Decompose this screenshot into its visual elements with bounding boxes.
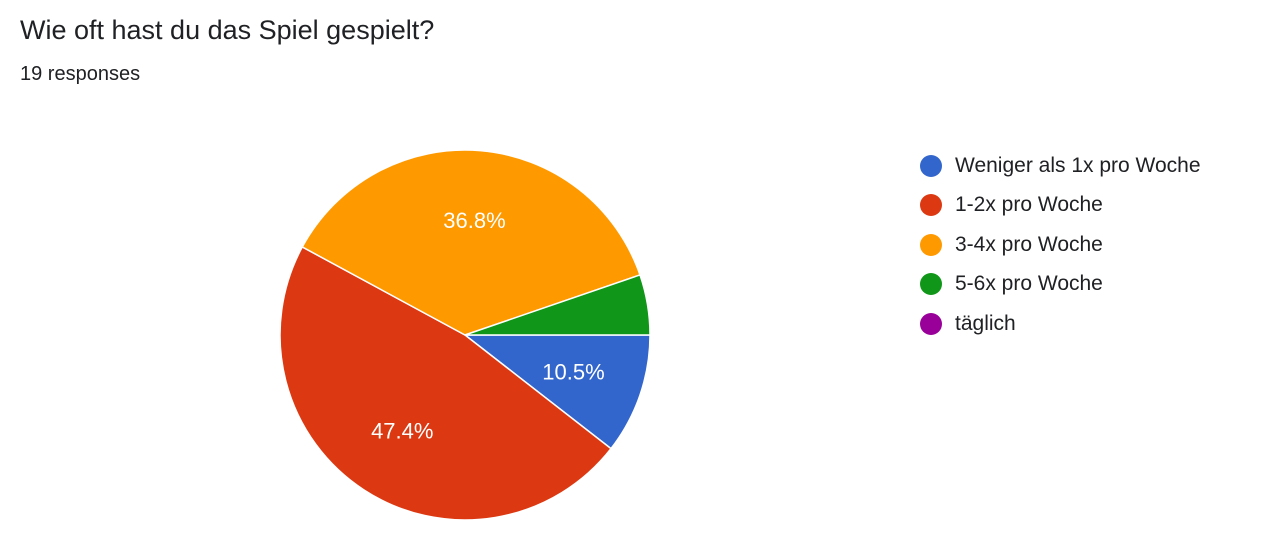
legend-label: täglich	[955, 311, 1016, 335]
legend-swatch-icon	[920, 233, 942, 256]
legend-item-3-4x-pro-woche[interactable]: 3-4x pro Woche	[920, 225, 1201, 265]
pie-slice-3-4x-pro-woche[interactable]	[301, 149, 641, 336]
legend-swatch-icon	[920, 312, 942, 335]
pie-slice-5-6x-pro-woche[interactable]	[464, 273, 651, 336]
legend-item-weniger-als-1x-pro-woche[interactable]: Weniger als 1x pro Woche	[920, 146, 1201, 186]
legend-item-5-6x-pro-woche[interactable]: 5-6x pro Woche	[920, 265, 1201, 305]
chart-title: Wie oft hast du das Spiel gespielt?	[20, 15, 435, 45]
pie-slice-weniger-als-1x-pro-woche[interactable]	[462, 334, 651, 450]
legend-item-t-glich[interactable]: täglich	[920, 304, 1201, 344]
legend-label: 5-6x pro Woche	[955, 272, 1103, 296]
legend-swatch-icon	[920, 273, 942, 296]
legend-label: 1-2x pro Woche	[955, 193, 1103, 217]
slice-label-1-2x-pro-woche: 47.4%	[371, 419, 433, 444]
chart-legend: Weniger als 1x pro Woche 1-2x pro Woche 3-…	[920, 146, 1201, 344]
legend-item-1-2x-pro-woche[interactable]: 1-2x pro Woche	[920, 186, 1201, 226]
slice-label-3-4x-pro-woche: 36.8%	[443, 208, 505, 233]
legend-label: Weniger als 1x pro Woche	[955, 153, 1201, 177]
slice-label-weniger-als-1x-pro-woche: 10.5%	[542, 360, 604, 385]
legend-swatch-icon	[920, 194, 942, 217]
response-count: 19 responses	[20, 63, 141, 85]
legend-label: 3-4x pro Woche	[955, 232, 1103, 256]
pie-slice-1-2x-pro-woche[interactable]	[279, 245, 613, 521]
legend-swatch-icon	[920, 154, 942, 177]
